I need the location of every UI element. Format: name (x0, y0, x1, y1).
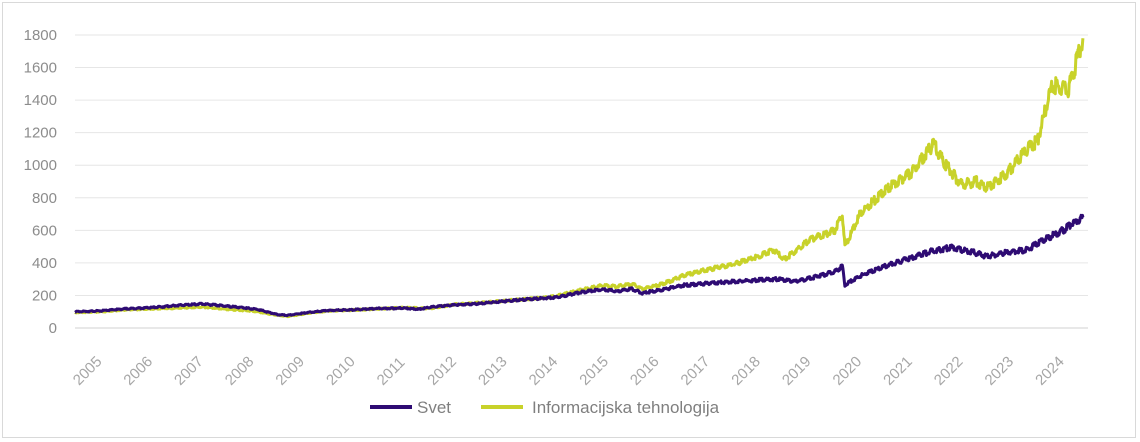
x-tick-label: 2013 (475, 353, 511, 389)
y-tick-label: 1200 (24, 125, 57, 142)
y-tick-label: 0 (49, 320, 57, 337)
y-tick-label: 1000 (24, 157, 57, 174)
x-tick-label: 2023 (982, 353, 1018, 389)
x-tick-label: 2005 (70, 353, 106, 389)
legend-label: Informacijska tehnologija (532, 398, 720, 417)
x-tick-label: 2011 (374, 354, 409, 389)
legend-label: Svet (417, 398, 451, 417)
x-tick-label: 2014 (526, 353, 562, 389)
y-tick-label: 200 (32, 287, 57, 304)
x-tick-label: 2022 (931, 353, 967, 389)
legend: Svet Informacijska tehnologija (370, 398, 720, 417)
x-tick-label: 2008 (222, 353, 258, 389)
x-tick-label: 2009 (272, 353, 308, 389)
gridlines (75, 34, 1088, 329)
series-line-svet (74, 213, 1085, 318)
series-line-informacijska-tehnologija (74, 38, 1085, 319)
x-tick-label: 2010 (323, 353, 359, 389)
y-tick-label: 1400 (24, 92, 57, 109)
y-tick-label: 400 (32, 255, 57, 272)
x-tick-label: 2016 (627, 353, 663, 389)
x-tick-label: 2006 (120, 353, 156, 389)
x-tick-label: 2017 (678, 353, 714, 389)
x-tick-label: 2024 (1032, 353, 1068, 389)
x-tick-label: 2012 (424, 353, 460, 389)
x-tick-label: 2019 (779, 353, 815, 389)
y-tick-label: 1600 (24, 60, 57, 77)
y-tick-label: 1800 (24, 27, 57, 44)
y-axis-ticks: 0 200 400 600 800 1000 1200 1400 1600 1800 (24, 27, 57, 337)
y-tick-label: 600 (32, 222, 57, 239)
x-tick-label: 2018 (728, 353, 764, 389)
x-tick-label: 2015 (576, 353, 612, 389)
x-tick-label: 2021 (880, 353, 916, 389)
x-tick-label: 2007 (171, 353, 207, 389)
series-lines (74, 38, 1085, 319)
y-tick-label: 800 (32, 190, 57, 207)
x-axis-ticks: 2005 2006 2007 2008 2009 2010 2011 2012 2013 2014… (70, 353, 1068, 389)
x-tick-label: 2020 (830, 353, 866, 389)
